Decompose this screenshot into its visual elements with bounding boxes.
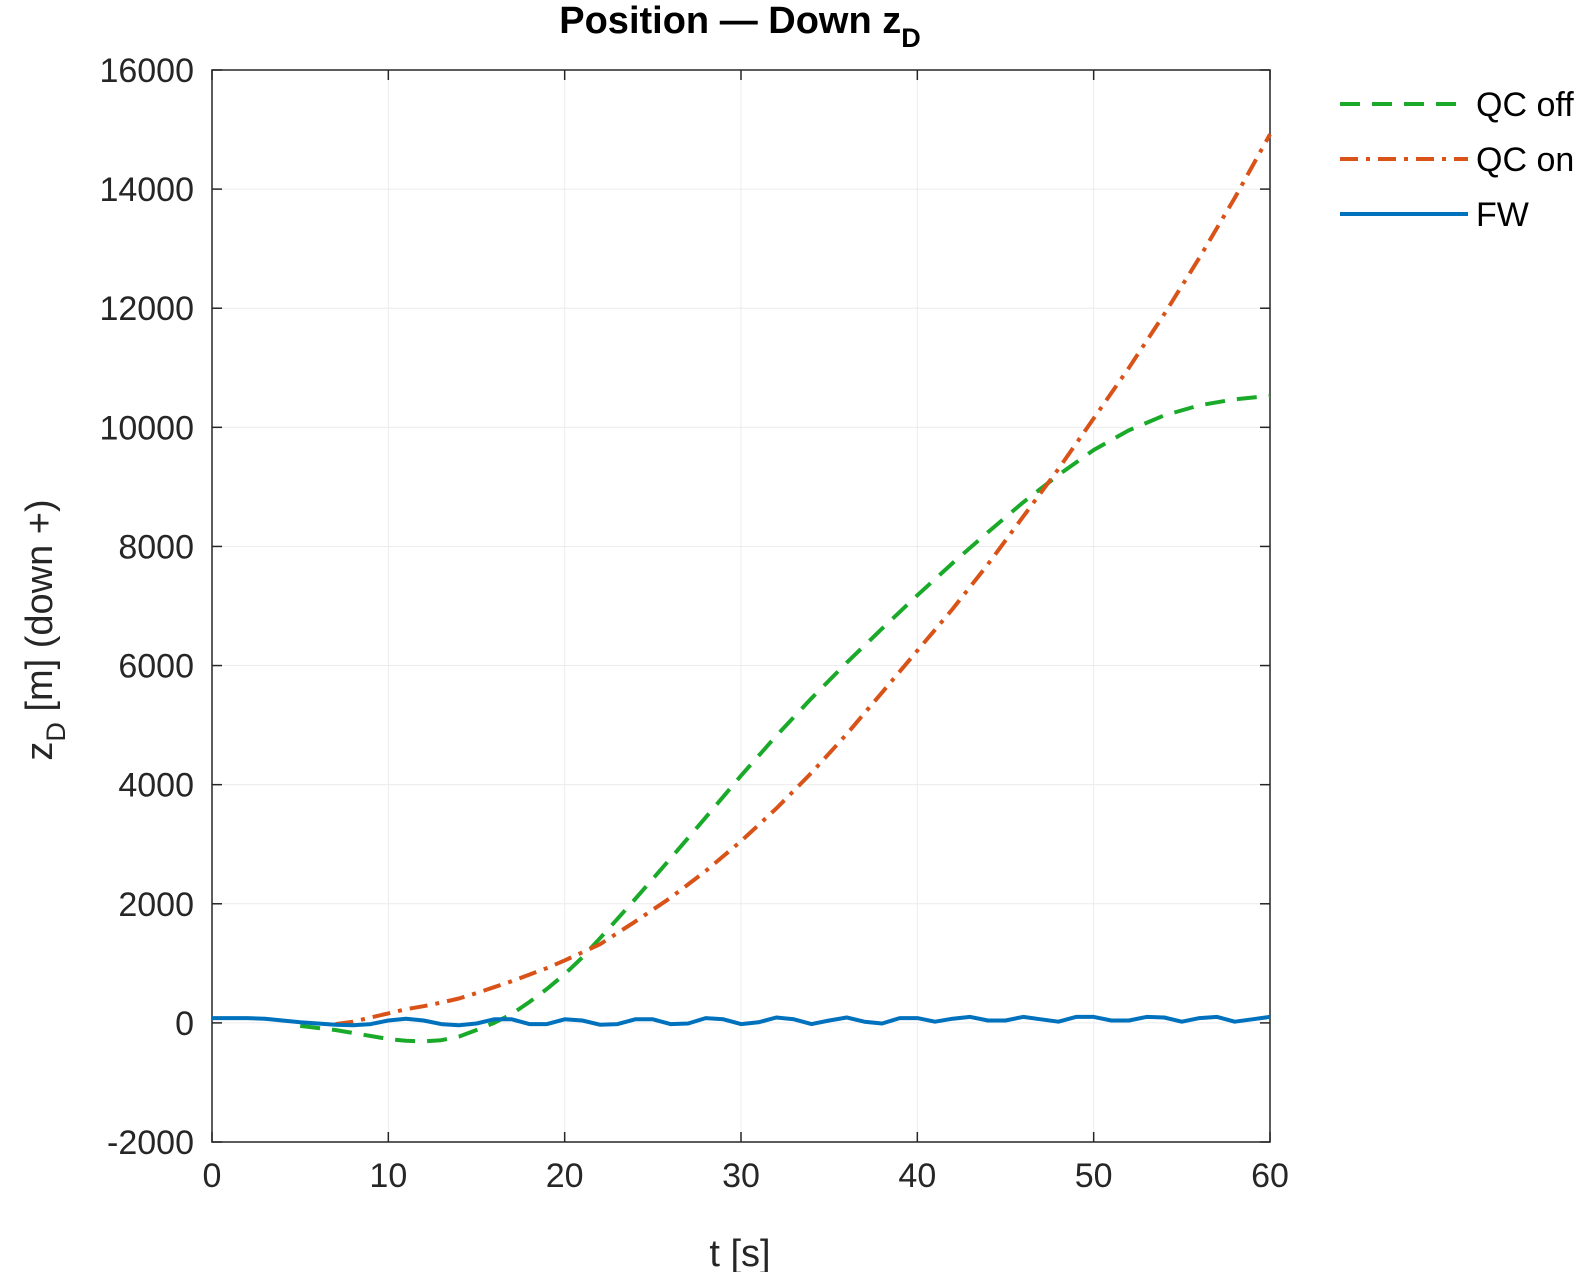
y-tick-label: 2000 bbox=[118, 886, 194, 924]
y-axis-label-subscript: D bbox=[41, 722, 71, 742]
x-tick-label: 50 bbox=[1075, 1157, 1113, 1195]
series-line-qc-off bbox=[299, 393, 1271, 1044]
series-line-fw bbox=[212, 1014, 1271, 1028]
legend: QC off QC on FW bbox=[1340, 86, 1574, 234]
series-line-qc-on bbox=[335, 133, 1272, 1027]
legend-label-qc-off: QC off bbox=[1476, 86, 1574, 124]
legend-label-fw: FW bbox=[1476, 196, 1529, 234]
legend-label-qc-on: QC on bbox=[1476, 141, 1574, 179]
x-axis-label: t [s] bbox=[709, 1233, 770, 1272]
y-tick-label: 14000 bbox=[99, 171, 194, 209]
y-tick-label: 12000 bbox=[99, 290, 194, 328]
x-tick-label: 30 bbox=[722, 1157, 760, 1195]
y-tick-label: 4000 bbox=[118, 767, 194, 805]
y-tick-label: 0 bbox=[175, 1005, 194, 1043]
x-tick-labels: 0 10 20 30 40 50 60 bbox=[203, 1157, 1289, 1195]
y-axis-label-suffix: [m] (down +) bbox=[19, 499, 61, 722]
x-tick-label: 10 bbox=[369, 1157, 407, 1195]
x-tick-label: 60 bbox=[1251, 1157, 1289, 1195]
y-tick-label: -2000 bbox=[107, 1124, 194, 1162]
chart-title-main: Position — Down z bbox=[559, 0, 901, 42]
y-tick-label: 8000 bbox=[118, 528, 194, 566]
x-tick-label: 40 bbox=[898, 1157, 936, 1195]
x-tick-label: 20 bbox=[546, 1157, 584, 1195]
y-axis-label-main: z bbox=[19, 742, 61, 761]
x-tick-label: 0 bbox=[203, 1157, 222, 1195]
y-tick-label: 16000 bbox=[99, 52, 194, 90]
y-axis-label: zD [m] (down +) bbox=[19, 499, 71, 760]
series-group bbox=[212, 133, 1272, 1044]
chart-title-subscript: D bbox=[901, 23, 921, 53]
chart-title: Position — Down zD bbox=[559, 0, 920, 53]
y-tick-label: 10000 bbox=[99, 409, 194, 447]
y-tick-labels: -2000 0 2000 4000 6000 8000 10000 12000 14000 160… bbox=[99, 52, 194, 1162]
axis-ticks bbox=[211, 69, 1271, 1143]
y-tick-label: 6000 bbox=[118, 648, 194, 686]
